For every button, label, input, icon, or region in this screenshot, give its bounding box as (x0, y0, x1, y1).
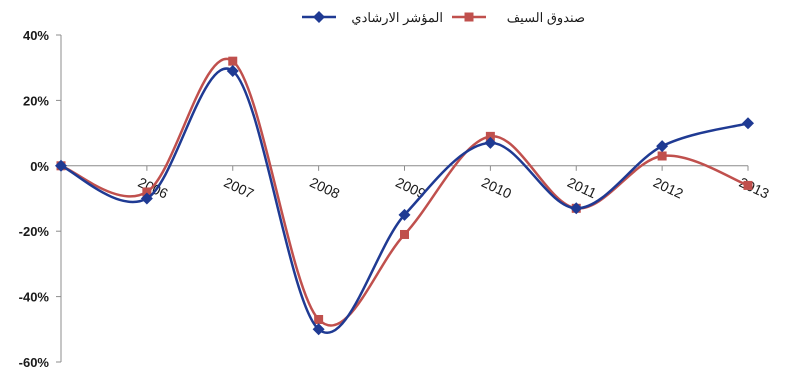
data-point-benchmark (656, 140, 668, 152)
x-tick-label: 2013 (737, 174, 772, 202)
y-tick-label: -40% (19, 290, 50, 305)
x-tick-label: 2011 (565, 174, 599, 201)
legend-marker (465, 13, 474, 22)
legend-marker (313, 11, 325, 23)
legend: المؤشر الارشادي صندوق السيف (302, 10, 585, 26)
y-tick-label: -60% (19, 355, 50, 370)
data-point-benchmark (742, 117, 754, 129)
data-point-fund (658, 151, 667, 160)
data-point-fund (744, 181, 753, 190)
x-tick-label: 2007 (221, 174, 256, 202)
data-point-fund (400, 230, 409, 239)
y-tick-label: -20% (19, 224, 50, 239)
y-tick-label: 40% (23, 28, 49, 43)
y-tick-label: 0% (30, 159, 49, 174)
legend-item-benchmark: المؤشر الارشادي (302, 10, 443, 26)
legend-label: المؤشر الارشادي (351, 10, 443, 26)
data-point-fund (228, 57, 237, 66)
axes: 40%20%0%-20%-40%-60%2006 2007 2008 2009 2010… (19, 28, 772, 370)
data-point-fund (314, 315, 323, 324)
y-tick-label: 20% (23, 93, 49, 108)
series-benchmark (55, 65, 754, 335)
legend-label: صندوق السيف (507, 10, 585, 26)
x-tick-label: 2009 (393, 174, 428, 202)
legend-item-fund: صندوق السيف (452, 10, 585, 26)
x-tick-label: 2010 (479, 174, 514, 202)
x-tick-label: 2008 (307, 174, 342, 202)
x-tick-label: 2012 (651, 174, 686, 202)
